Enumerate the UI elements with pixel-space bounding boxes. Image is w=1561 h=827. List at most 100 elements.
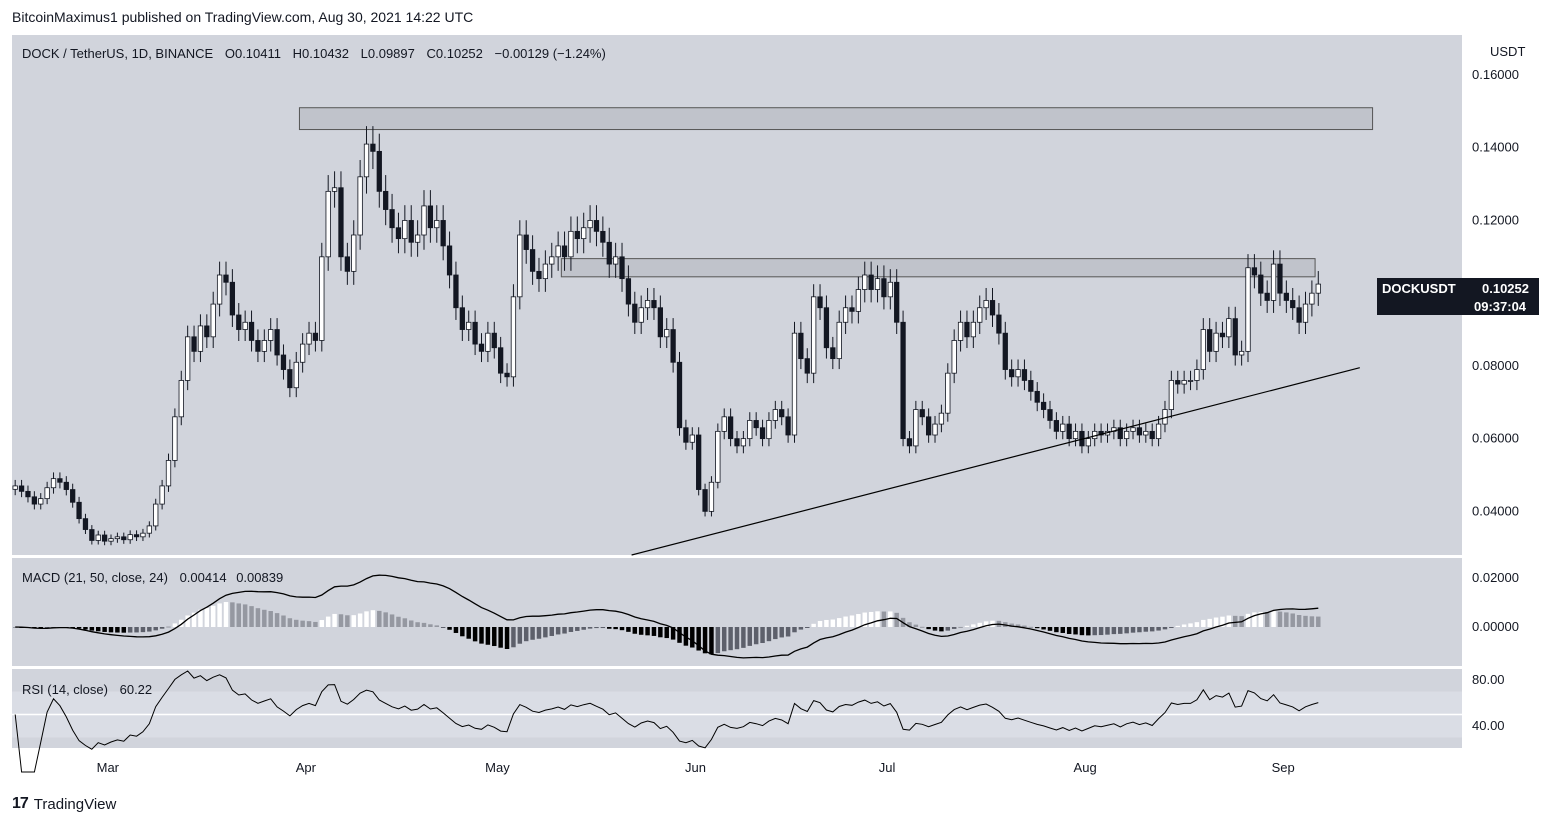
candle <box>644 287 651 320</box>
price-tick: 0.12000 <box>1472 212 1519 227</box>
candle <box>1219 321 1226 349</box>
candle <box>1066 415 1072 447</box>
macd-bar <box>1143 627 1149 632</box>
candle <box>1226 306 1232 349</box>
candle <box>146 521 152 538</box>
candle <box>945 363 951 422</box>
macd-bar <box>702 627 708 654</box>
macd-bar <box>894 612 899 627</box>
macd-bar <box>345 615 350 627</box>
macd-bar <box>300 620 305 627</box>
candle <box>510 284 517 387</box>
price-tick: 0.08000 <box>1472 358 1519 373</box>
macd-bar <box>223 602 229 627</box>
candle <box>172 408 178 468</box>
resistance-zones <box>298 107 1374 278</box>
macd-bar <box>268 611 273 627</box>
candle <box>817 284 823 320</box>
macd-bar <box>230 602 235 627</box>
rsi-band <box>12 691 1462 738</box>
candle <box>977 295 983 334</box>
publisher-line: BitcoinMaximus1 published on TradingView… <box>12 9 474 25</box>
candle <box>1053 412 1060 440</box>
macd-bar <box>274 613 280 627</box>
candle <box>1200 318 1206 380</box>
macd-bar <box>983 621 989 627</box>
macd-bar <box>179 619 184 627</box>
macd-bar <box>332 613 337 627</box>
candle <box>913 400 919 454</box>
macd-bar <box>38 627 43 629</box>
macd-bar <box>408 620 414 627</box>
candle <box>300 333 306 373</box>
candle <box>255 329 261 363</box>
candle <box>593 205 600 247</box>
macd-bar <box>370 610 376 627</box>
candle <box>421 190 427 250</box>
candle <box>18 479 25 498</box>
macd-bar <box>638 627 644 635</box>
chart[interactable]: DOCK / TetherUS, 1D, BINANCE O0.10411 H0… <box>0 0 1561 790</box>
time-tick: Jun <box>685 760 706 775</box>
macd-legend: MACD (21, 50, close, 24) 0.00414 0.00839 <box>22 570 283 585</box>
macd-bar <box>849 615 855 627</box>
candle <box>248 310 255 352</box>
macd-bar <box>530 627 535 640</box>
macd-bar <box>907 622 912 627</box>
candle <box>855 276 862 324</box>
candle <box>1028 370 1034 401</box>
macd-bar <box>1290 613 1295 627</box>
candle <box>274 318 280 366</box>
candle <box>900 310 906 447</box>
macd-bar <box>1169 627 1174 628</box>
candle <box>229 269 236 327</box>
candle <box>874 265 881 303</box>
macd-bar <box>453 627 459 633</box>
macd-bar <box>766 627 772 642</box>
candle <box>727 408 734 447</box>
macd-bar <box>792 627 797 633</box>
macd-bar <box>115 627 120 633</box>
macd-bar <box>415 622 420 627</box>
candle <box>1085 431 1091 454</box>
macd-bar <box>1258 611 1264 627</box>
candle <box>1175 370 1181 394</box>
candle <box>485 321 491 363</box>
candle <box>216 261 223 317</box>
macd-bar <box>773 627 778 640</box>
macd-bar <box>875 611 880 627</box>
macd-bar <box>517 627 523 644</box>
macd-bar <box>715 627 721 654</box>
candle <box>504 363 510 387</box>
macd-line <box>15 574 1319 659</box>
candle <box>529 235 536 285</box>
candle <box>1060 415 1066 440</box>
candle <box>996 303 1002 345</box>
candle <box>1168 370 1174 419</box>
macd-bar <box>741 627 746 648</box>
candle <box>823 295 830 359</box>
candle <box>204 314 210 349</box>
macd-bar <box>306 621 312 627</box>
currency-label: USDT <box>1490 44 1525 59</box>
macd-bar <box>664 627 669 639</box>
symbol-title: DOCK / TetherUS, 1D, BINANCE O0.10411 H0… <box>22 46 606 61</box>
candle <box>989 287 996 327</box>
macd-bar <box>607 627 612 629</box>
rsi-legend: RSI (14, close) 60.22 <box>22 682 152 697</box>
macd-bar <box>1303 615 1308 627</box>
macd-bar <box>1271 611 1276 627</box>
macd-bar <box>888 611 893 627</box>
macd-bar <box>1194 622 1200 627</box>
candlestick-series <box>12 126 1321 546</box>
macd-bar <box>421 622 427 627</box>
tradingview-logo-icon: 17 <box>12 795 29 812</box>
candle <box>1136 419 1143 443</box>
macd-bar <box>396 616 401 627</box>
macd-bar <box>172 623 178 627</box>
candle <box>721 408 727 440</box>
candle <box>242 310 248 341</box>
candle <box>632 291 638 334</box>
candle <box>708 476 715 517</box>
macd-bar <box>1060 627 1066 633</box>
